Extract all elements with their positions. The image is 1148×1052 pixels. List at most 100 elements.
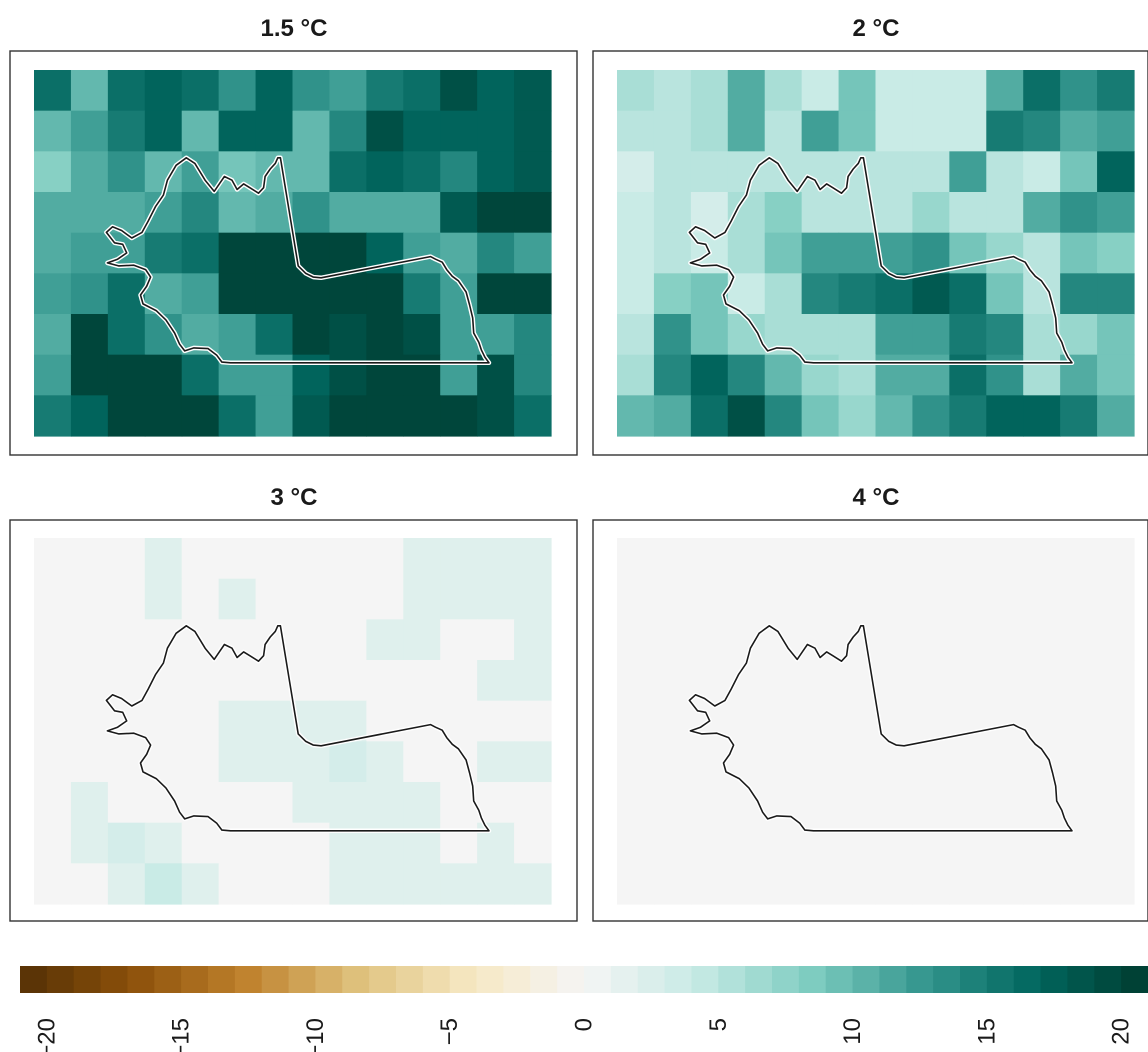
heatmap-cell (653, 578, 692, 620)
heatmap-cell (727, 395, 766, 437)
heatmap-cell (329, 151, 367, 193)
heatmap-cell (514, 232, 552, 274)
heatmap-cell (801, 700, 840, 742)
colorbar-tick-label: 10 (839, 1018, 866, 1045)
heatmap-cell (403, 619, 441, 661)
heatmap-cell (34, 660, 72, 702)
heatmap-cell (255, 273, 294, 315)
heatmap-cell (690, 151, 729, 193)
heatmap-cell (107, 110, 146, 152)
heatmap-cell (292, 578, 331, 620)
heatmap-cell (838, 110, 877, 152)
heatmap-cell (70, 700, 109, 742)
heatmap-cell (875, 538, 914, 580)
heatmap-cell (838, 578, 877, 620)
heatmap-cell (764, 192, 803, 234)
heatmap-cell (617, 660, 655, 702)
heatmap-cell (477, 700, 515, 742)
heatmap-cell (764, 354, 803, 396)
heatmap-cell (617, 538, 655, 580)
colorbar-swatch (933, 966, 961, 993)
colorbar-swatch (772, 966, 800, 993)
heatmap-cells (617, 70, 1135, 437)
heatmap-cell (34, 822, 72, 864)
heatmap-cell (1023, 619, 1061, 661)
heatmap-cell (801, 110, 840, 152)
heatmap-cell (366, 314, 404, 356)
heatmap-cell (255, 70, 294, 112)
heatmap-cell (617, 395, 655, 437)
heatmap-cell (255, 863, 294, 905)
heatmap-cell (1097, 863, 1135, 905)
heatmap-cell (70, 314, 109, 356)
heatmap-cell (875, 273, 914, 315)
heatmap-cell (477, 660, 515, 702)
heatmap-cell (1097, 660, 1135, 702)
colorbar-swatch (208, 966, 236, 993)
heatmap-cell (653, 741, 692, 783)
heatmap-cell (181, 273, 220, 315)
heatmap-cell (986, 741, 1024, 783)
colorbar-swatch (261, 966, 290, 993)
heatmap-cell (107, 395, 146, 437)
heatmap-cell (292, 619, 331, 661)
colorbar-tick-label: −15 (168, 1018, 195, 1052)
heatmap-cell (403, 314, 441, 356)
colorbar-swatch (342, 966, 370, 993)
heatmap-cell (514, 151, 552, 193)
heatmap-cell (70, 354, 109, 396)
heatmap-cell (403, 192, 441, 234)
heatmap-cell (514, 538, 552, 580)
heatmap-cell (366, 863, 404, 905)
heatmap-cell (255, 619, 294, 661)
colorbar-swatch (396, 966, 424, 993)
heatmap-cell (403, 578, 441, 620)
heatmap-cell (838, 314, 877, 356)
heatmap-cell (1060, 395, 1098, 437)
heatmap-cell (218, 700, 257, 742)
heatmap-cell (514, 741, 552, 783)
heatmap-cell (764, 110, 803, 152)
heatmap-cell (1097, 314, 1135, 356)
heatmap-cell (727, 232, 766, 274)
heatmap-cell (949, 70, 987, 112)
heatmap-cell (255, 110, 294, 152)
heatmap-cell (34, 314, 72, 356)
heatmap-cell (34, 619, 72, 661)
heatmap-cell (440, 578, 478, 620)
heatmap-cell (1097, 151, 1135, 193)
heatmap-cell (617, 273, 655, 315)
heatmap-cell (653, 273, 692, 315)
heatmap-cell (477, 70, 515, 112)
heatmap-cell (329, 110, 367, 152)
heatmap-cell (949, 314, 987, 356)
heatmap-cell (912, 782, 950, 824)
heatmap-cell (440, 192, 478, 234)
heatmap-cell (366, 782, 404, 824)
panel-2: 2 °C (592, 15, 1148, 456)
heatmap-cell (403, 151, 441, 193)
heatmap-cell (107, 354, 146, 396)
heatmap-cell (107, 314, 146, 356)
heatmap-cell (218, 538, 257, 580)
heatmap-cell (70, 619, 109, 661)
heatmap-cell (875, 619, 914, 661)
heatmap-cell (440, 660, 478, 702)
heatmap-cell (403, 660, 441, 702)
heatmap-cell (653, 863, 692, 905)
heatmap-cell (70, 232, 109, 274)
heatmap-cell (181, 70, 220, 112)
heatmap-cell (514, 822, 552, 864)
heatmap-cell (912, 619, 950, 661)
heatmap-cell (329, 314, 367, 356)
heatmap-cell (70, 192, 109, 234)
heatmap-cell (653, 782, 692, 824)
heatmap-cell (838, 538, 877, 580)
heatmap-cell (255, 741, 294, 783)
heatmap-cell (403, 700, 441, 742)
heatmap-cell (366, 395, 404, 437)
heatmap-cell (440, 151, 478, 193)
heatmap-cell (1060, 232, 1098, 274)
heatmap-cell (477, 273, 515, 315)
heatmap-cell (1097, 273, 1135, 315)
